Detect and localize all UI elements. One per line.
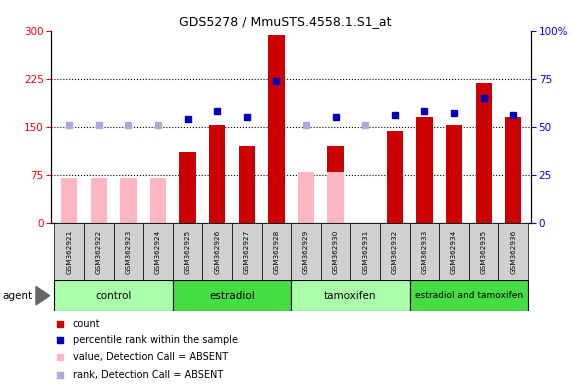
Bar xyxy=(409,223,439,280)
Text: control: control xyxy=(95,291,132,301)
Bar xyxy=(498,223,528,280)
Text: GSM362930: GSM362930 xyxy=(333,229,339,274)
Text: GSM362929: GSM362929 xyxy=(303,229,309,274)
Text: GSM362935: GSM362935 xyxy=(481,229,486,274)
Text: GSM362934: GSM362934 xyxy=(451,229,457,274)
Bar xyxy=(114,223,143,280)
Bar xyxy=(446,126,462,223)
Bar xyxy=(173,280,291,311)
Text: GSM362928: GSM362928 xyxy=(274,229,279,274)
Text: GSM362924: GSM362924 xyxy=(155,229,161,274)
Text: GSM362932: GSM362932 xyxy=(392,229,398,274)
Bar xyxy=(328,146,344,223)
Bar xyxy=(505,117,521,223)
Text: rank, Detection Call = ABSENT: rank, Detection Call = ABSENT xyxy=(73,369,223,379)
Text: tamoxifen: tamoxifen xyxy=(324,291,377,301)
Bar xyxy=(61,178,77,223)
Bar xyxy=(232,223,262,280)
Bar xyxy=(202,223,232,280)
Text: estradiol and tamoxifen: estradiol and tamoxifen xyxy=(415,291,523,300)
Text: GSM362926: GSM362926 xyxy=(214,229,220,274)
Text: GSM362923: GSM362923 xyxy=(126,229,131,274)
Bar xyxy=(409,280,528,311)
Bar xyxy=(439,223,469,280)
Bar xyxy=(328,172,344,223)
Bar xyxy=(91,178,107,223)
Text: agent: agent xyxy=(3,291,33,301)
Bar xyxy=(380,223,409,280)
Bar xyxy=(268,35,284,223)
Text: percentile rank within the sample: percentile rank within the sample xyxy=(73,335,238,345)
Text: estradiol: estradiol xyxy=(209,291,255,301)
Bar xyxy=(262,223,291,280)
Text: GSM362922: GSM362922 xyxy=(96,229,102,274)
Bar xyxy=(291,280,409,311)
Text: GSM362925: GSM362925 xyxy=(184,229,191,274)
Polygon shape xyxy=(36,286,50,305)
Bar xyxy=(54,223,84,280)
Text: value, Detection Call = ABSENT: value, Detection Call = ABSENT xyxy=(73,352,228,362)
Text: GSM362933: GSM362933 xyxy=(421,229,428,274)
Bar xyxy=(84,223,114,280)
Bar xyxy=(387,131,403,223)
Bar xyxy=(469,223,498,280)
Bar xyxy=(351,223,380,280)
Text: GDS5278 / MmuSTS.4558.1.S1_at: GDS5278 / MmuSTS.4558.1.S1_at xyxy=(179,15,392,28)
Bar xyxy=(291,223,321,280)
Bar xyxy=(143,223,173,280)
Text: GSM362927: GSM362927 xyxy=(244,229,250,274)
Bar xyxy=(179,152,196,223)
Text: GSM362921: GSM362921 xyxy=(66,229,72,274)
Text: GSM362931: GSM362931 xyxy=(362,229,368,274)
Text: count: count xyxy=(73,319,100,329)
Text: GSM362936: GSM362936 xyxy=(510,229,516,274)
Bar xyxy=(173,223,202,280)
Bar xyxy=(54,280,173,311)
Bar xyxy=(120,178,136,223)
Bar xyxy=(150,178,166,223)
Bar xyxy=(321,223,351,280)
Bar xyxy=(476,83,492,223)
Bar xyxy=(239,146,255,223)
Bar xyxy=(298,172,314,223)
Bar xyxy=(209,126,226,223)
Bar xyxy=(416,117,433,223)
